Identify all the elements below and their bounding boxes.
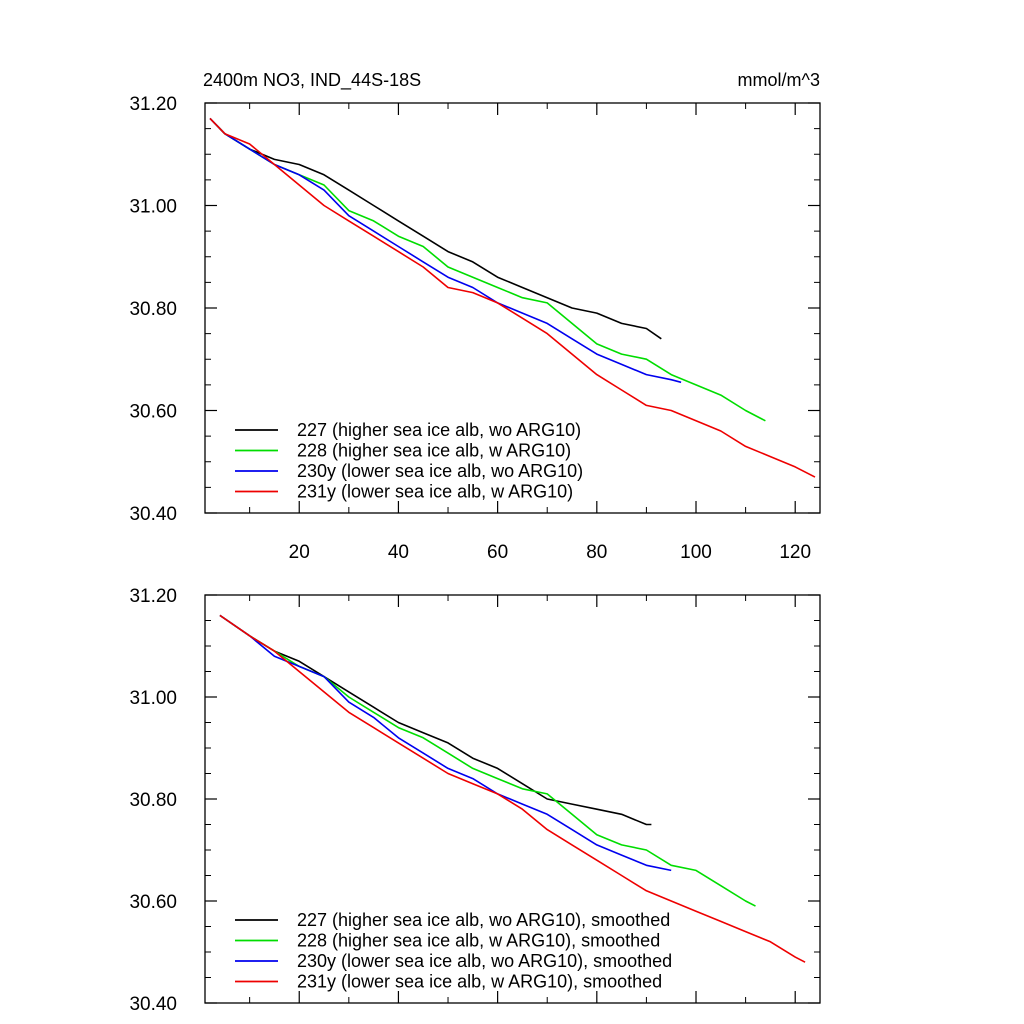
y-tick-label: 31.20: [129, 586, 177, 607]
legend: 227 (higher sea ice alb, wo ARG10)228 (h…: [235, 420, 583, 502]
series-line: [219, 614, 672, 872]
series-line: [209, 117, 662, 340]
series-lines: [209, 117, 816, 478]
top-panel: 2400m NO3, IND_44S-18S mmol/m^3 30.4030.…: [129, 70, 821, 563]
y-tick-label: 31.00: [129, 197, 177, 218]
series-lines: [219, 614, 806, 963]
legend-label: 231y (lower sea ice alb, w ARG10): [297, 482, 573, 502]
legend-label: 228 (higher sea ice alb, w ARG10): [297, 441, 571, 461]
units-label: mmol/m^3: [738, 70, 820, 90]
series-line: [209, 117, 682, 384]
legend-label: 231y (lower sea ice alb, w ARG10), smoot…: [297, 972, 662, 992]
legend-label: 230y (lower sea ice alb, wo ARG10): [297, 461, 583, 481]
y-tick-label: 31.00: [129, 688, 177, 709]
legend-label: 230y (lower sea ice alb, wo ARG10), smoo…: [297, 951, 672, 971]
legend-label: 227 (higher sea ice alb, wo ARG10): [297, 420, 581, 440]
y-tick-label: 30.40: [129, 994, 177, 1015]
x-tick-label: 60: [487, 542, 508, 563]
y-tick-label: 30.80: [129, 299, 177, 320]
x-tick-label: 120: [779, 542, 811, 563]
chart-title: 2400m NO3, IND_44S-18S: [203, 70, 421, 91]
series-line: [219, 614, 806, 963]
y-tick-label: 31.20: [129, 94, 177, 115]
x-tick-label: 20: [289, 542, 310, 563]
x-tick-label: 40: [388, 542, 409, 563]
x-tick-label: 80: [586, 542, 607, 563]
series-line: [209, 117, 816, 478]
axis-frame: 30.40 30.60 30.80 31.00 31.20: [129, 586, 821, 1015]
legend-label: 227 (higher sea ice alb, wo ARG10), smoo…: [297, 910, 670, 930]
x-tick-label: 100: [680, 542, 712, 563]
series-line: [219, 614, 652, 826]
y-tick-label: 30.60: [129, 892, 177, 913]
axis-frame: 30.40 30.60 30.80 31.00 31.20 20 40 60 80 100 120: [129, 94, 821, 563]
y-tick-label: 30.80: [129, 790, 177, 811]
y-tick-label: 30.40: [129, 504, 177, 525]
bottom-panel: 30.40 30.60 30.80 31.00 31.20 227 (higher se…: [129, 586, 821, 1015]
legend: 227 (higher sea ice alb, wo ARG10), smoo…: [235, 910, 672, 992]
y-tick-label: 30.60: [129, 402, 177, 423]
series-line: [219, 614, 756, 907]
legend-label: 228 (higher sea ice alb, w ARG10), smoot…: [297, 931, 660, 951]
